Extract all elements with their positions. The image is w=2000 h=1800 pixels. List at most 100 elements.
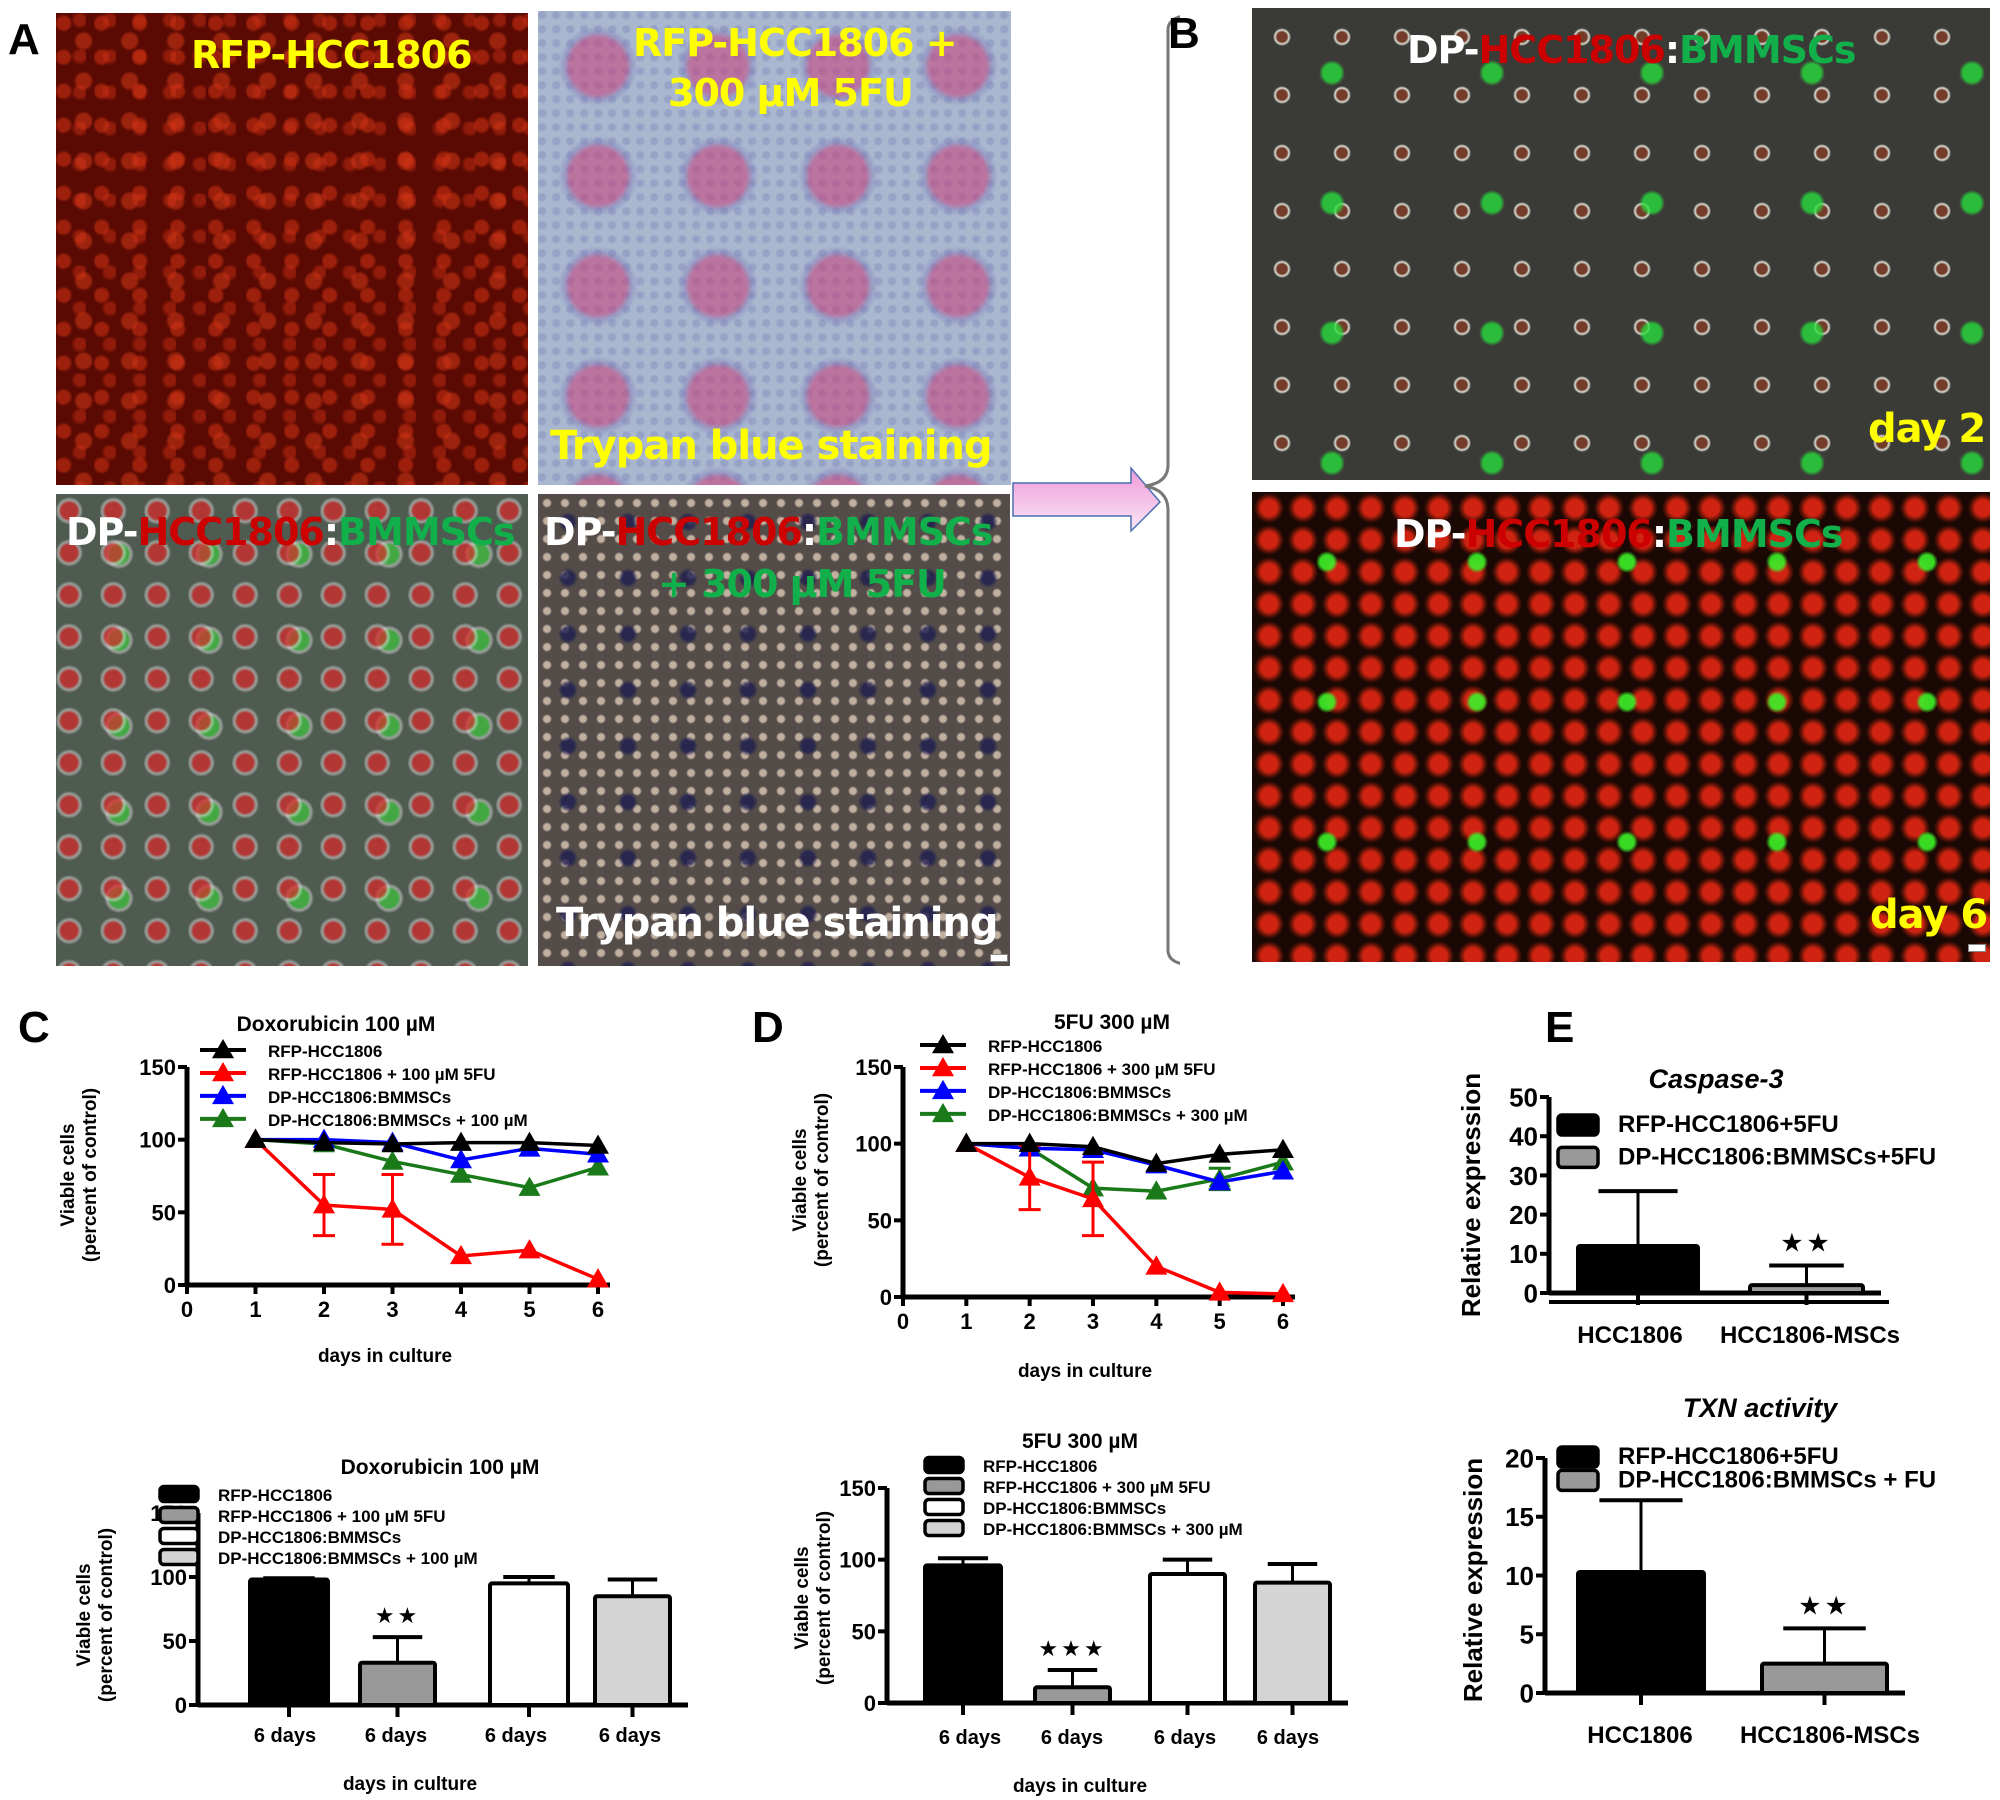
y-axis-label: Viable cells (percent of control) <box>790 1093 833 1267</box>
bar-1: ★★ <box>358 1603 437 1717</box>
x-category-label: HCC1806-MSCs <box>1740 1722 1920 1749</box>
y-tick-label: 0 <box>864 1691 876 1716</box>
x-category-label: 6 days <box>485 1725 547 1747</box>
triangle-marker-icon <box>450 1149 472 1169</box>
y-axis-label: Viable cells (percent of control) <box>74 1528 117 1702</box>
x-category-label: 6 days <box>599 1725 661 1747</box>
panel-letter-a: A <box>8 15 40 64</box>
legend-swatch <box>158 1526 200 1546</box>
legend-label: RFP-HCC1806 <box>983 1457 1097 1476</box>
title-part-bmmscs: BMMSCs <box>338 510 515 554</box>
chart-title: Caspase-3 <box>1648 1064 1783 1094</box>
triangle-marker-icon <box>450 1131 472 1151</box>
legend-swatch <box>923 1518 965 1538</box>
legend-label: DP-HCC1806:BMMSCs + 300 µM <box>983 1520 1243 1539</box>
y-axis-label: Viable cells (percent of control) <box>792 1511 835 1685</box>
x-tick-label: 6 <box>1277 1309 1289 1334</box>
x-axis-label: days in culture <box>1013 1776 1147 1797</box>
title-part-bmmscs: BMMSCs <box>816 510 993 554</box>
y-tick-label: 100 <box>139 1128 176 1153</box>
day-label: day 2 <box>1868 406 1986 452</box>
triangle-marker-icon <box>313 1131 335 1151</box>
triangle-marker-icon <box>587 1134 609 1154</box>
micrograph-title: DP-HCC1806:BMMSCs <box>1394 512 1844 556</box>
triangle-marker-icon <box>381 1133 404 1153</box>
svg-text:Viable cells: Viable cells <box>58 1123 79 1226</box>
x-tick-label: 0 <box>181 1297 193 1322</box>
arrow-brace-connector <box>1012 15 1180 965</box>
triangle-marker-icon <box>1145 1180 1168 1200</box>
title-part-colon: : <box>1664 28 1680 72</box>
curly-brace-icon <box>1144 15 1180 965</box>
chart-title: Doxorubicin 100 µM <box>237 1013 436 1036</box>
x-tick-label: 0 <box>897 1309 909 1334</box>
legend-swatch <box>1556 1145 1600 1170</box>
bar-1: ★★ <box>1760 1590 1889 1705</box>
legend-triangle-icon <box>212 1107 234 1128</box>
triangle-marker-icon <box>1272 1282 1294 1303</box>
legend-label: DP-HCC1806:BMMSCs <box>988 1083 1171 1102</box>
series-line <box>254 1138 599 1281</box>
significance-stars: ★★ <box>1780 1228 1833 1258</box>
x-tick-label: 4 <box>455 1297 468 1322</box>
legend-label: RFP-HCC1806 + 300 µM 5FU <box>988 1060 1216 1079</box>
micrograph-title: DP-HCC1806:BMMSCs <box>544 510 994 554</box>
y-tick-label: 10 <box>1509 1239 1538 1269</box>
x-category-label: 6 days <box>1154 1727 1216 1749</box>
bar-0 <box>1576 1189 1700 1305</box>
y-tick-label: 0 <box>1524 1278 1538 1308</box>
title-part-dp: DP- <box>544 510 616 554</box>
x-tick-label: 3 <box>1087 1309 1099 1334</box>
y-axis-label: Relative expression <box>1458 1458 1488 1702</box>
legend-label: DP-HCC1806:BMMSCs+5FU <box>1618 1143 1936 1170</box>
x-tick-label: 6 <box>592 1297 604 1322</box>
y-tick-label: 50 <box>163 1629 187 1654</box>
triangle-marker-icon <box>381 1198 404 1218</box>
legend-label: RFP-HCC1806+5FU <box>1618 1443 1839 1470</box>
y-tick-label: 5 <box>1520 1620 1534 1650</box>
triangle-marker-icon <box>1145 1255 1168 1275</box>
legend-label: DP-HCC1806:BMMSCs <box>268 1088 451 1107</box>
triangle-marker-icon <box>1082 1135 1104 1155</box>
legend-swatch <box>923 1497 965 1517</box>
bar-3 <box>1253 1561 1332 1715</box>
x-axis-label: days in culture <box>1018 1361 1152 1382</box>
series-line <box>255 1137 599 1148</box>
title-part-hcc1806: HCC1806 <box>615 510 803 554</box>
x-axis-label: days in culture <box>343 1774 477 1795</box>
legend-swatch <box>158 1547 200 1567</box>
x-category-label: 6 days <box>1257 1727 1319 1749</box>
legend-triangle-icon <box>212 1084 234 1105</box>
legend-label: RFP-HCC1806 <box>218 1486 332 1505</box>
micrograph-footer: Trypan blue staining <box>556 900 999 946</box>
scale-bar <box>1968 944 1986 952</box>
y-tick-label: 50 <box>868 1208 892 1233</box>
legend-swatch <box>923 1476 965 1496</box>
y-tick-label: 150 <box>855 1055 892 1080</box>
series-line <box>966 1141 1284 1166</box>
legend-label: DP-HCC1806:BMMSCs <box>983 1499 1166 1518</box>
legend-swatch <box>158 1484 200 1504</box>
y-tick-label: 0 <box>1520 1678 1534 1708</box>
x-tick-label: 5 <box>1214 1309 1226 1334</box>
x-tick-label: 4 <box>1150 1309 1163 1334</box>
legend-label: DP-HCC1806:BMMSCs + 100 µM <box>218 1549 478 1568</box>
x-category-label: 6 days <box>1041 1727 1103 1749</box>
triangle-marker-icon <box>518 1176 541 1196</box>
legend-label: RFP-HCC1806 + 100 µM 5FU <box>218 1507 446 1526</box>
chart-title: 5FU 300 µM <box>1054 1011 1170 1034</box>
triangle-marker-icon <box>1082 1187 1104 1208</box>
triangle-marker-icon <box>450 1163 472 1183</box>
significance-stars: ★★ <box>375 1603 420 1628</box>
y-axis-label: Viable cells (percent of control) <box>58 1088 101 1262</box>
panel-letter-c: C <box>18 1003 50 1052</box>
title-part-bmmscs: BMMSCs <box>1679 28 1856 72</box>
legend-triangle-icon <box>212 1039 234 1059</box>
legend-triangle-icon <box>932 1079 954 1100</box>
arrow-right-icon <box>1012 465 1162 533</box>
triangle-marker-icon <box>1208 1281 1231 1301</box>
chart-title: Doxorubicin 100 µM <box>341 1456 540 1479</box>
